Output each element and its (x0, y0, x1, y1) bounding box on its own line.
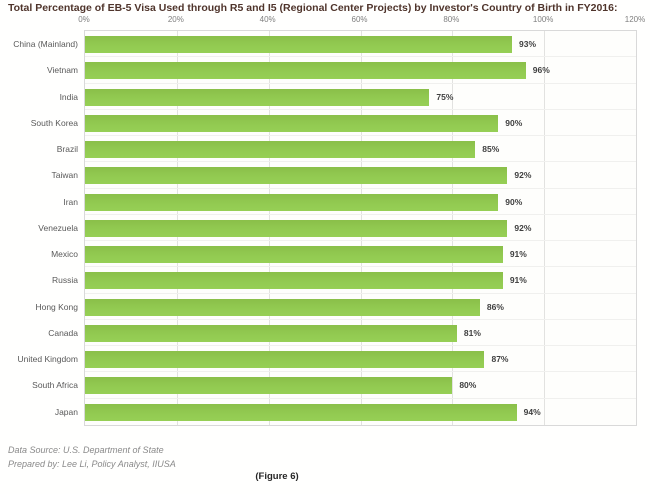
figure-caption: (Figure 6) (255, 471, 299, 482)
bar (85, 114, 499, 132)
row-separator (85, 266, 636, 268)
category-label: Taiwan (51, 170, 78, 181)
category-label: Iran (63, 196, 78, 207)
row-separator (85, 318, 636, 320)
x-axis-tick-label: 60% (351, 15, 368, 24)
bar-row: 87% (85, 346, 636, 373)
value-label: 91% (509, 249, 527, 260)
category-label: Japan (54, 406, 78, 417)
row-separator (85, 213, 636, 215)
bar-row: 93% (85, 31, 636, 58)
bar-row: 81% (85, 320, 636, 347)
value-label: 85% (482, 144, 500, 155)
x-axis-tick-label: 40% (259, 15, 276, 24)
category-label: Brazil (56, 144, 78, 155)
value-label: 81% (463, 327, 481, 338)
bar (85, 377, 453, 395)
row-separator (85, 397, 636, 399)
value-label: 91% (509, 275, 527, 286)
category-label: Venezuela (38, 222, 78, 233)
bar-row: 91% (85, 241, 636, 268)
category-label: Hong Kong (35, 301, 78, 312)
chart-title: Total Percentage of EB-5 Visa Used throu… (8, 2, 618, 14)
x-axis: 0% 20% 40% 60% 80% 100% 120% (0, 15, 650, 27)
value-label: 93% (519, 39, 537, 49)
row-separator (85, 82, 636, 84)
value-label: 90% (505, 117, 523, 128)
value-label: 80% (459, 380, 477, 391)
category-label: Mexico (51, 249, 78, 260)
bar-row: 96% (85, 57, 636, 84)
bar (85, 141, 476, 159)
bar (85, 246, 503, 264)
category-label: South Africa (32, 380, 78, 391)
bar (85, 36, 513, 53)
category-label: Canada (48, 327, 78, 338)
bar-row: 90% (85, 189, 636, 215)
bar (85, 193, 499, 211)
x-axis-tick-label: 80% (443, 15, 460, 24)
x-axis-tick-label: 20% (167, 15, 184, 24)
row-separator (85, 56, 636, 58)
bar-row: 90% (85, 110, 636, 137)
category-label: United Kingdom (17, 354, 78, 365)
bar-row: 86% (85, 294, 636, 320)
category-label: South Korea (30, 117, 78, 128)
x-axis-tick-label: 120% (624, 15, 646, 24)
bar (85, 88, 430, 106)
value-label: 90% (505, 196, 523, 207)
bar (85, 298, 480, 316)
row-separator (85, 187, 636, 189)
bar (85, 62, 526, 80)
x-axis-tick-label: 0% (78, 15, 90, 24)
value-label: 87% (491, 354, 509, 365)
bar-row: 75% (85, 84, 636, 110)
row-separator (85, 345, 636, 347)
bar-row: 92% (85, 162, 636, 189)
value-label: 75% (436, 91, 454, 102)
category-label: Russia (52, 275, 78, 286)
bar (85, 167, 508, 185)
value-label: 96% (532, 65, 550, 76)
category-label: China (Mainland) (13, 39, 78, 49)
value-label: 92% (514, 170, 532, 181)
bar-row: 94% (85, 399, 636, 425)
value-label: 86% (486, 301, 504, 312)
bar (85, 272, 503, 290)
row-separator (85, 135, 636, 137)
row-separator (85, 240, 636, 242)
value-label: 92% (514, 222, 532, 233)
bar (85, 324, 457, 342)
bar-row: 91% (85, 267, 636, 294)
x-axis-tick-label: 100% (532, 15, 554, 24)
data-source-note: Data Source: U.S. Department of State (8, 445, 164, 455)
bar (85, 403, 517, 421)
row-separator (85, 108, 636, 110)
bar (85, 219, 508, 237)
footer: Data Source: U.S. Department of State Pr… (8, 443, 176, 471)
bar-row: 85% (85, 136, 636, 163)
category-label: India (59, 91, 78, 102)
prepared-by-note: Prepared by: Lee Li, Policy Analyst, IIU… (8, 459, 176, 469)
bar-row: 80% (85, 372, 636, 399)
row-separator (85, 161, 636, 163)
plot-area: 93% 96% 75% 90% 85% 92% 90% 92% 91% 91% 86% 81% 87% 8… (84, 30, 637, 426)
gridline (544, 31, 546, 425)
category-label: Vietnam (46, 65, 78, 76)
value-label: 94% (523, 406, 541, 417)
bar-row: 92% (85, 215, 636, 242)
row-separator (85, 292, 636, 294)
row-separator (85, 371, 636, 373)
bar (85, 351, 485, 369)
